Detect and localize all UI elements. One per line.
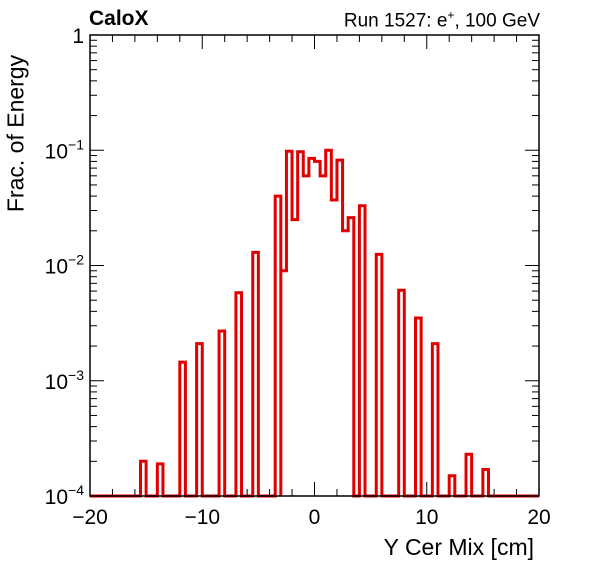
x-tick-label: 0 (309, 506, 321, 529)
run-prefix: Run 1527: e (343, 10, 448, 32)
histogram-line (90, 148, 539, 498)
y-tick-label: 10−2 (45, 252, 85, 279)
x-tick-label: 10 (415, 506, 438, 529)
tick-labels: −20 −10 0 10 20 1 10−1 10−2 10−3 10−4 (45, 25, 551, 529)
axis-ticks (89, 34, 540, 497)
run-charge: + (447, 8, 455, 22)
y-axis-title: Frac. of Energy (2, 54, 29, 213)
y-tick-label: 10−3 (45, 367, 85, 394)
y-tick-label: 10−1 (45, 136, 85, 163)
run-suffix: , 100 GeV (454, 10, 540, 32)
plot-frame (89, 34, 540, 497)
brand-label: CaloX (89, 7, 149, 30)
y-tick-label: 1 (72, 25, 84, 48)
x-tick-label: −20 (72, 506, 108, 529)
x-tick-label: −10 (184, 506, 220, 529)
x-tick-label: 20 (527, 506, 550, 529)
y-tick-label: 10−4 (45, 482, 85, 509)
run-info-label: Run 1527: e+, 100 GeV (344, 8, 540, 32)
x-axis-title: Y Cer Mix [cm] (383, 534, 534, 560)
